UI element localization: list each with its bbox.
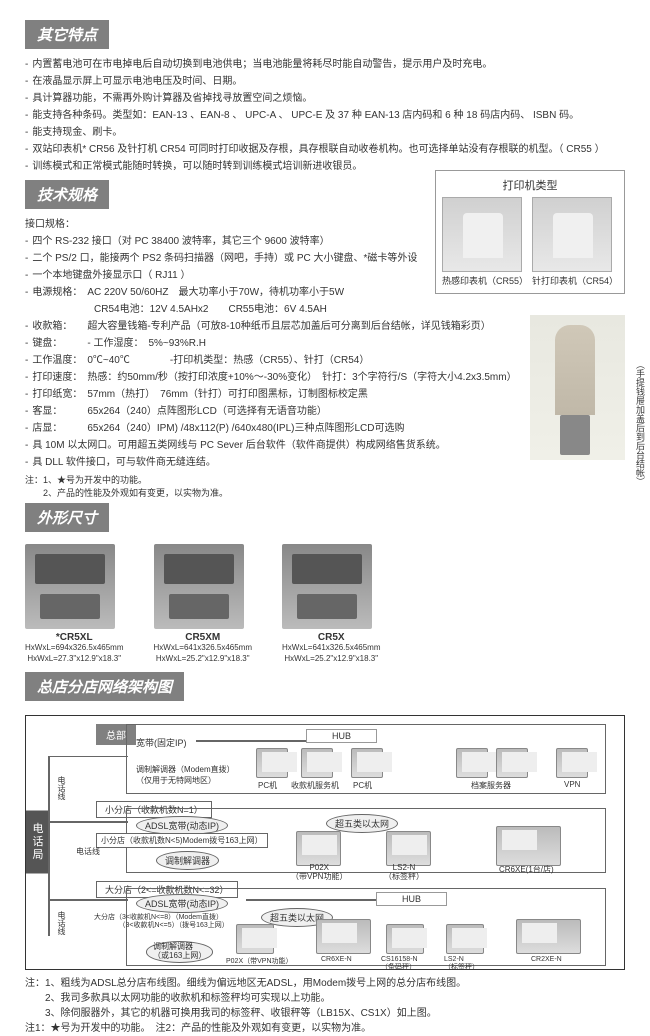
model-image-cr5xm: [154, 544, 244, 629]
archive-icon: [456, 748, 488, 778]
feature-item: 能支持现金、刷卡。: [32, 125, 625, 140]
model-dim: HxWxL=641x326.5x465mm: [154, 643, 253, 653]
cr2xen-label: CR2XE-N: [531, 956, 562, 963]
spec-notes: 注：1、★号为开发中的功能。 2、产品的性能及外观如有变更，以实物为准。: [25, 474, 625, 499]
modem-label: 调制解调器: [156, 851, 219, 870]
spec-label: 客显：: [32, 404, 87, 419]
p02x-label: P02X （带VPN功能）: [291, 864, 347, 882]
ls2n-icon: [446, 924, 484, 954]
small-branch2-label: 小分店（收款机数N<5)Modem拨号163上网）: [96, 833, 268, 848]
ls2n2-label: LS2-N （标签秤）: [444, 956, 479, 970]
printer-types-box: 打印机类型 热感印表机（CR55） 针打印表机（CR54）: [435, 170, 625, 294]
pc-label: PC机: [258, 780, 277, 791]
model-dim: HxWxL=694x326.5x465mm: [25, 643, 124, 653]
model-name: CR5XM: [154, 632, 253, 643]
p02x2-label: P02X（带VPN功能）: [226, 956, 293, 966]
spec-value-humidity: - 工作湿度： 5%~93%R.H: [87, 336, 227, 351]
feature-item: 双站印表机* CR56 及针打机 CR54 可同时打印收据及存根，具存根联自动收…: [32, 142, 625, 157]
p02x-icon: [296, 831, 341, 866]
spec-label: 店显：: [32, 421, 87, 436]
big-branch2-label: 大分店（3<收款机N<=8）（Modem直拨） （3<收款机N<=5）（拨号16…: [94, 914, 229, 931]
model-dim: HxWxL=25.2"x12.9"x18.3": [282, 654, 381, 664]
spec-label: 电源规格：: [32, 285, 87, 300]
hub-label: HUB: [376, 892, 447, 906]
p02x-icon: [236, 924, 274, 954]
modem3-label: 调制解调器 （或163上网）: [146, 941, 213, 963]
cr6xe-label: CR6XE(1台/店): [499, 864, 554, 875]
spec-label: 工作温度：: [32, 353, 87, 368]
dimensions-header: 外形尺寸: [25, 503, 109, 532]
feature-item: 在液晶显示屏上可显示电池电压及时间、日期。: [32, 74, 625, 89]
modem-direct-label: 调制解调器（Modem直拨） （仅用于无特网地区）: [136, 764, 235, 786]
cr6xen-icon: [316, 919, 371, 954]
footer-notes: 注：1、粗线为ADSL总分店布线图。细线为偏远地区无ADSL，用Modem拨号上…: [25, 976, 625, 1036]
ls2n-icon: [386, 831, 431, 866]
model-dim: HxWxL=27.3"x12.9"x18.3": [25, 654, 124, 664]
vpn-icon: [556, 748, 588, 778]
person-figure: [530, 315, 625, 460]
cs-label: CS16158-N （条码秤）: [381, 956, 418, 970]
person-image: [530, 315, 625, 460]
server-label: 收款机服务机: [291, 780, 339, 791]
vpn-label: VPN: [564, 780, 580, 789]
spec-label: 收款箱：: [32, 319, 87, 334]
broadband-label: 宽带(固定IP): [136, 736, 187, 749]
server-icon: [301, 748, 333, 778]
features-header: 其它特点: [25, 20, 109, 49]
spec-label: 键盘：: [32, 336, 87, 351]
cs-icon: [386, 924, 424, 954]
bag-caption: （手提钱屉加盖后到后台结帐）: [634, 360, 647, 486]
tel-line-vert: 电话线: [56, 911, 67, 935]
archive-label: 档案服务器: [471, 780, 511, 791]
cr2xen-icon: [516, 919, 581, 954]
feature-item: 内置蓄电池可在市电掉电后自动切换到电池供电；当电池能量将耗尽时能自动警告，提示用…: [32, 57, 625, 72]
pc-label: PC机: [353, 780, 372, 791]
network-diagram: 电话局 总部 宽带(固定IP) HUB 调制解调器（Modem直拨） （仅用于无…: [25, 715, 625, 970]
model-name: CR5X: [282, 632, 381, 643]
pc-icon: [351, 748, 383, 778]
spec-label: 打印速度：: [32, 370, 87, 385]
dot-printer-label: 针打印表机（CR54）: [532, 274, 618, 287]
tel-line-vert: 电话线: [56, 776, 67, 800]
adsl-big-label: ADSL宽带(动态IP): [136, 894, 228, 913]
thermal-printer-label: 热感印表机（CR55）: [442, 274, 528, 287]
specs-header: 技术规格: [25, 180, 109, 209]
spec-label: 打印纸宽：: [32, 387, 87, 402]
tel-line-label: 电话线: [76, 846, 100, 857]
model-dim: HxWxL=25.2"x12.9"x18.3": [154, 654, 253, 664]
features-list: -内置蓄电池可在市电掉电后自动切换到电池供电；当电池能量将耗尽时能自动警告，提示…: [25, 57, 625, 174]
cr6xe-icon: [496, 826, 561, 866]
models-row: *CR5XL HxWxL=694x326.5x465mm HxWxL=27.3"…: [25, 544, 625, 664]
dot-printer-image: [532, 197, 612, 272]
model-name: *CR5XL: [25, 632, 124, 643]
hub-label: HUB: [306, 729, 377, 743]
archive-icon: [496, 748, 528, 778]
thermal-printer-image: [442, 197, 522, 272]
cr6xen-label: CR6XE-N: [321, 956, 352, 963]
telephone-office-label: 电话局: [26, 811, 48, 874]
ls2n-label: LS2-N （标签秤）: [384, 864, 424, 882]
network-header: 总店分店网络架构图: [25, 672, 184, 701]
model-dim: HxWxL=641x326.5x465mm: [282, 643, 381, 653]
model-image-cr5xl: [25, 544, 115, 629]
pc-icon: [256, 748, 288, 778]
feature-item: 能支持各种条码。类型如：EAN-13 、EAN-8 、 UPC-A 、 UPC-…: [32, 108, 625, 123]
model-image-cr5x: [282, 544, 372, 629]
feature-item: 具计算器功能，不需再外购计算器及省掉找寻放置空间之烦恼。: [32, 91, 625, 106]
printer-box-title: 打印机类型: [442, 177, 618, 193]
